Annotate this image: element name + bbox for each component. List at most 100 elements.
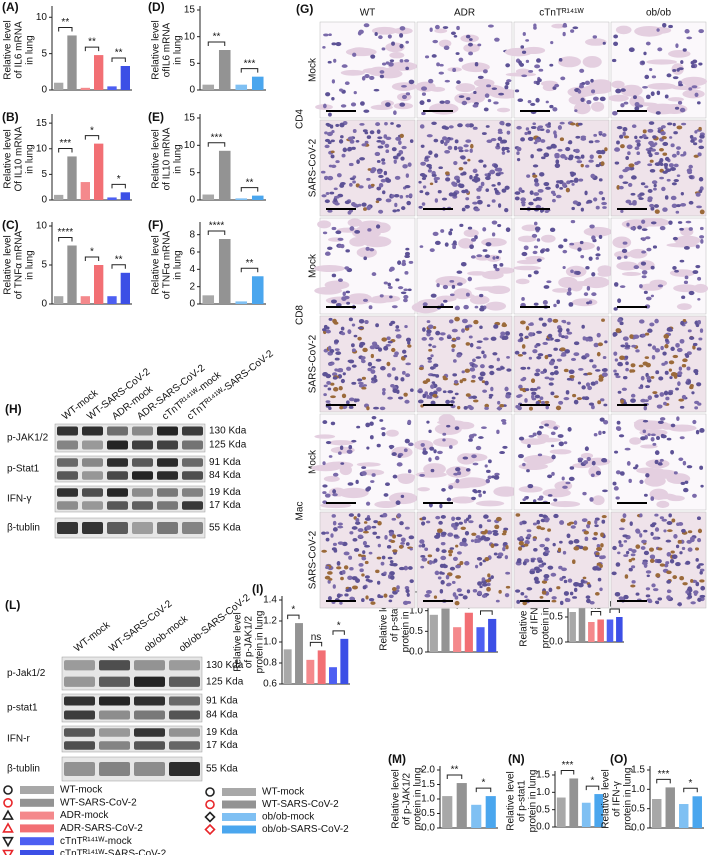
cell [402, 95, 407, 99]
cell [332, 227, 337, 230]
cell [638, 386, 642, 389]
cell [680, 203, 686, 207]
cell [506, 356, 510, 359]
cell [333, 521, 337, 526]
tissue-strand [389, 52, 404, 58]
cell [378, 35, 383, 39]
tissue-strand [314, 434, 335, 438]
cell [524, 246, 529, 250]
cell [488, 459, 492, 463]
column-header: WT [360, 8, 376, 19]
legend-swatch [222, 813, 256, 821]
cell [683, 151, 686, 155]
cell [364, 320, 368, 324]
cell [439, 72, 444, 75]
cell [410, 579, 414, 583]
cell [381, 162, 385, 165]
cell [676, 545, 679, 549]
cell [614, 147, 620, 152]
cell [401, 537, 406, 542]
cell [444, 565, 448, 568]
blot-band [157, 501, 178, 510]
y-axis-label: Relative level [3, 20, 14, 79]
cell [347, 449, 353, 453]
blot-row-label: β-tublin [7, 764, 40, 775]
cell [698, 127, 701, 131]
cell [642, 270, 648, 275]
bar [569, 778, 578, 827]
cell [428, 430, 431, 433]
cell [444, 150, 450, 154]
tissue-strand [634, 26, 664, 37]
cell [676, 126, 682, 130]
cell [344, 266, 349, 269]
cell [323, 231, 327, 234]
cell [555, 159, 559, 164]
bar [652, 799, 661, 828]
blot-band [64, 741, 95, 750]
tissue-strand [521, 438, 546, 445]
cell [505, 555, 508, 559]
cell [600, 418, 605, 422]
cell [475, 565, 478, 569]
cell [531, 559, 535, 562]
cell [665, 195, 669, 199]
cell [551, 144, 557, 149]
cell [378, 347, 382, 351]
cell [672, 154, 677, 158]
blot-band [82, 441, 103, 450]
cell [382, 432, 386, 436]
cell [654, 184, 657, 187]
cell [650, 559, 655, 563]
cell [553, 304, 556, 307]
cell [662, 142, 668, 146]
cell [403, 288, 408, 291]
cell [436, 283, 439, 287]
tissue-strand [525, 256, 544, 261]
cell [676, 416, 679, 421]
cell [407, 420, 411, 425]
cell [409, 193, 413, 197]
cell [641, 546, 646, 550]
cell [361, 359, 366, 363]
cell [620, 88, 626, 92]
cell [658, 160, 662, 164]
tissue-strand [591, 102, 604, 112]
cell [520, 197, 526, 201]
significance-label: ** [115, 254, 123, 265]
cell [667, 122, 672, 125]
cell [425, 192, 430, 196]
cell [349, 398, 355, 402]
y-tick-label: 0 [41, 85, 47, 96]
cell [452, 397, 456, 400]
cell [331, 299, 337, 303]
cell [690, 135, 694, 139]
cell [567, 322, 571, 325]
cell [652, 443, 656, 446]
cell [651, 437, 655, 442]
cell [652, 355, 656, 360]
cell [324, 176, 328, 180]
cell [459, 167, 464, 170]
row-label: Mock [308, 57, 319, 82]
cell [471, 497, 476, 500]
cell [492, 87, 497, 90]
cell [666, 540, 672, 543]
cell [582, 492, 586, 495]
cell [388, 557, 393, 560]
cell [461, 262, 467, 267]
y-axis-label: Relative level [601, 769, 612, 828]
cell [358, 185, 363, 188]
cell [439, 337, 444, 341]
cell [629, 47, 635, 52]
cell [363, 207, 367, 211]
cell [445, 171, 450, 175]
cell [539, 317, 544, 320]
cell [698, 139, 702, 143]
cell [499, 263, 503, 267]
cell [496, 430, 499, 434]
cell [669, 376, 672, 379]
cell [623, 336, 629, 340]
cell [643, 530, 647, 533]
cell [545, 550, 550, 553]
